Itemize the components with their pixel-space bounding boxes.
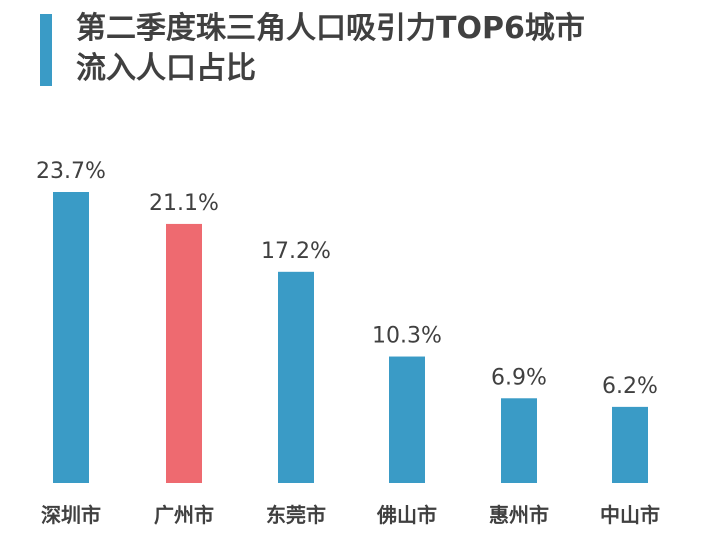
bars-group: [53, 192, 648, 483]
category-label-3: 佛山市: [376, 503, 437, 527]
value-label-3: 10.3%: [372, 324, 442, 349]
value-label-0: 23.7%: [36, 159, 106, 184]
chart-title: 第二季度珠三角人口吸引力TOP6城市: [76, 11, 585, 46]
title-accent-bar: [40, 14, 52, 86]
value-label-4: 6.9%: [491, 365, 547, 390]
category-labels-group: 深圳市 广州市 东莞市 佛山市 惠州市 中山市: [41, 503, 660, 527]
bar-2: [278, 271, 314, 483]
chart-subtitle: 流入人口占比: [76, 51, 256, 86]
category-label-2: 东莞市: [266, 503, 326, 527]
category-label-4: 惠州市: [489, 503, 549, 527]
category-label-5: 中山市: [600, 503, 660, 527]
category-label-0: 深圳市: [41, 503, 101, 527]
value-label-2: 17.2%: [261, 239, 331, 264]
bar-5: [612, 406, 648, 483]
value-labels-group: 23.7% 21.1% 17.2% 10.3% 6.9% 6.2%: [36, 159, 658, 399]
bar-3: [389, 356, 425, 483]
value-label-1: 21.1%: [149, 191, 219, 216]
bar-0: [53, 192, 89, 483]
chart-title-block: 第二季度珠三角人口吸引力TOP6城市 流入人口占比: [40, 10, 700, 90]
category-label-1: 广州市: [154, 503, 214, 527]
bar-4: [501, 398, 537, 483]
bar-1: [166, 223, 202, 483]
value-label-5: 6.2%: [602, 374, 658, 399]
